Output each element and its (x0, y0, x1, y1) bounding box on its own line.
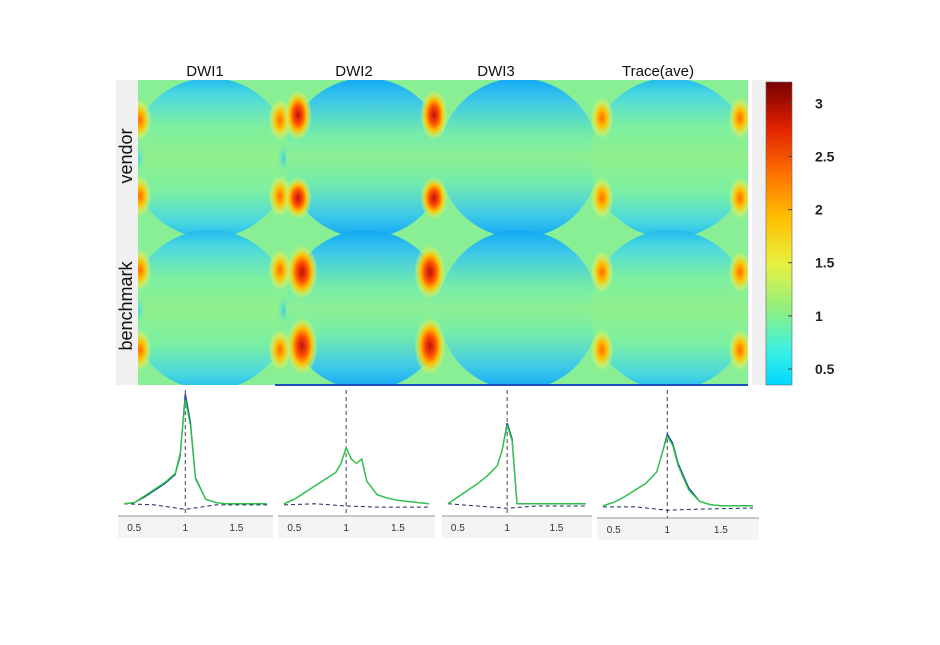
row-label: benchmark (116, 260, 136, 350)
histogram-panel: 0.5 1 1.5 (597, 390, 759, 540)
histogram-tick-label: 1.5 (549, 523, 563, 534)
histogram-axis-band (597, 518, 759, 540)
difference-series (447, 503, 586, 509)
histogram-tick-label: 1 (183, 523, 189, 534)
histogram-axis-band (278, 516, 435, 538)
colorbar-tick-label: 3 (815, 95, 823, 111)
histogram-panel: 0.5 1 1.5 (442, 390, 592, 538)
panel-dwi3-vendor (439, 80, 599, 238)
histogram-panel: 0.5 1 1.5 (118, 390, 273, 538)
column-title: DWI2 (335, 63, 373, 80)
histogram-tick-label: 0.5 (287, 523, 301, 534)
histogram-tick-label: 1.5 (391, 523, 405, 534)
histogram-axis-band (442, 516, 592, 538)
benchmark-series (283, 445, 430, 505)
colorbar-tick-label: 2.5 (815, 148, 835, 164)
vendor-series (447, 422, 586, 505)
benchmark-series (123, 399, 267, 505)
difference-series (123, 503, 267, 510)
vendor-series (123, 393, 267, 505)
histogram-tick-label: 1.5 (229, 523, 243, 534)
vendor-series (283, 445, 430, 505)
histogram-tick-label: 1 (504, 523, 510, 534)
row-label: vendor (116, 128, 136, 183)
histogram-panels: 0.5 1 1.5 0.5 1 1.5 0.5 1 1.5 0.5 1 1.5 (118, 390, 759, 540)
heatmap-panels (138, 80, 748, 385)
histogram-panel: 0.5 1 1.5 (278, 390, 435, 538)
histogram-tick-label: 0.5 (451, 523, 465, 534)
column-title: Trace(ave) (622, 63, 694, 80)
colorbar-tick-label: 0.5 (815, 361, 835, 377)
colorbar: 3 2.5 2 1.5 1 0.5 (752, 80, 835, 386)
panel-dwi2-benchmark (286, 230, 446, 385)
colorbar-tick-label: 1 (815, 308, 823, 324)
panel-dwi1-vendor (138, 80, 292, 238)
panel-dwi1-benchmark (138, 230, 292, 385)
column-title: DWI1 (186, 63, 224, 80)
panel-dwi3-benchmark (439, 230, 599, 385)
colorbar-tick-label: 1.5 (815, 255, 835, 271)
difference-series (283, 503, 429, 508)
panel-trace-vendor (590, 80, 748, 238)
panel-dwi2-vendor (284, 80, 448, 238)
histogram-tick-label: 0.5 (607, 525, 621, 536)
panel-trace-benchmark (590, 230, 748, 385)
colorbar-tick-label: 2 (815, 202, 823, 218)
difference-series (603, 506, 754, 511)
column-title: DWI3 (477, 63, 515, 80)
histogram-tick-label: 1 (343, 523, 349, 534)
vendor-series (602, 432, 753, 507)
histogram-tick-label: 0.5 (127, 523, 141, 534)
histogram-tick-label: 1.5 (714, 525, 728, 536)
colorbar-gradient (765, 81, 793, 386)
benchmark-series (447, 425, 586, 505)
histogram-tick-label: 1 (665, 525, 671, 536)
row-label-strip (116, 80, 138, 385)
histogram-axis-band (118, 516, 273, 538)
benchmark-series (602, 434, 753, 507)
colorbar-ticks: 3 2.5 2 1.5 1 0.5 (788, 95, 835, 377)
